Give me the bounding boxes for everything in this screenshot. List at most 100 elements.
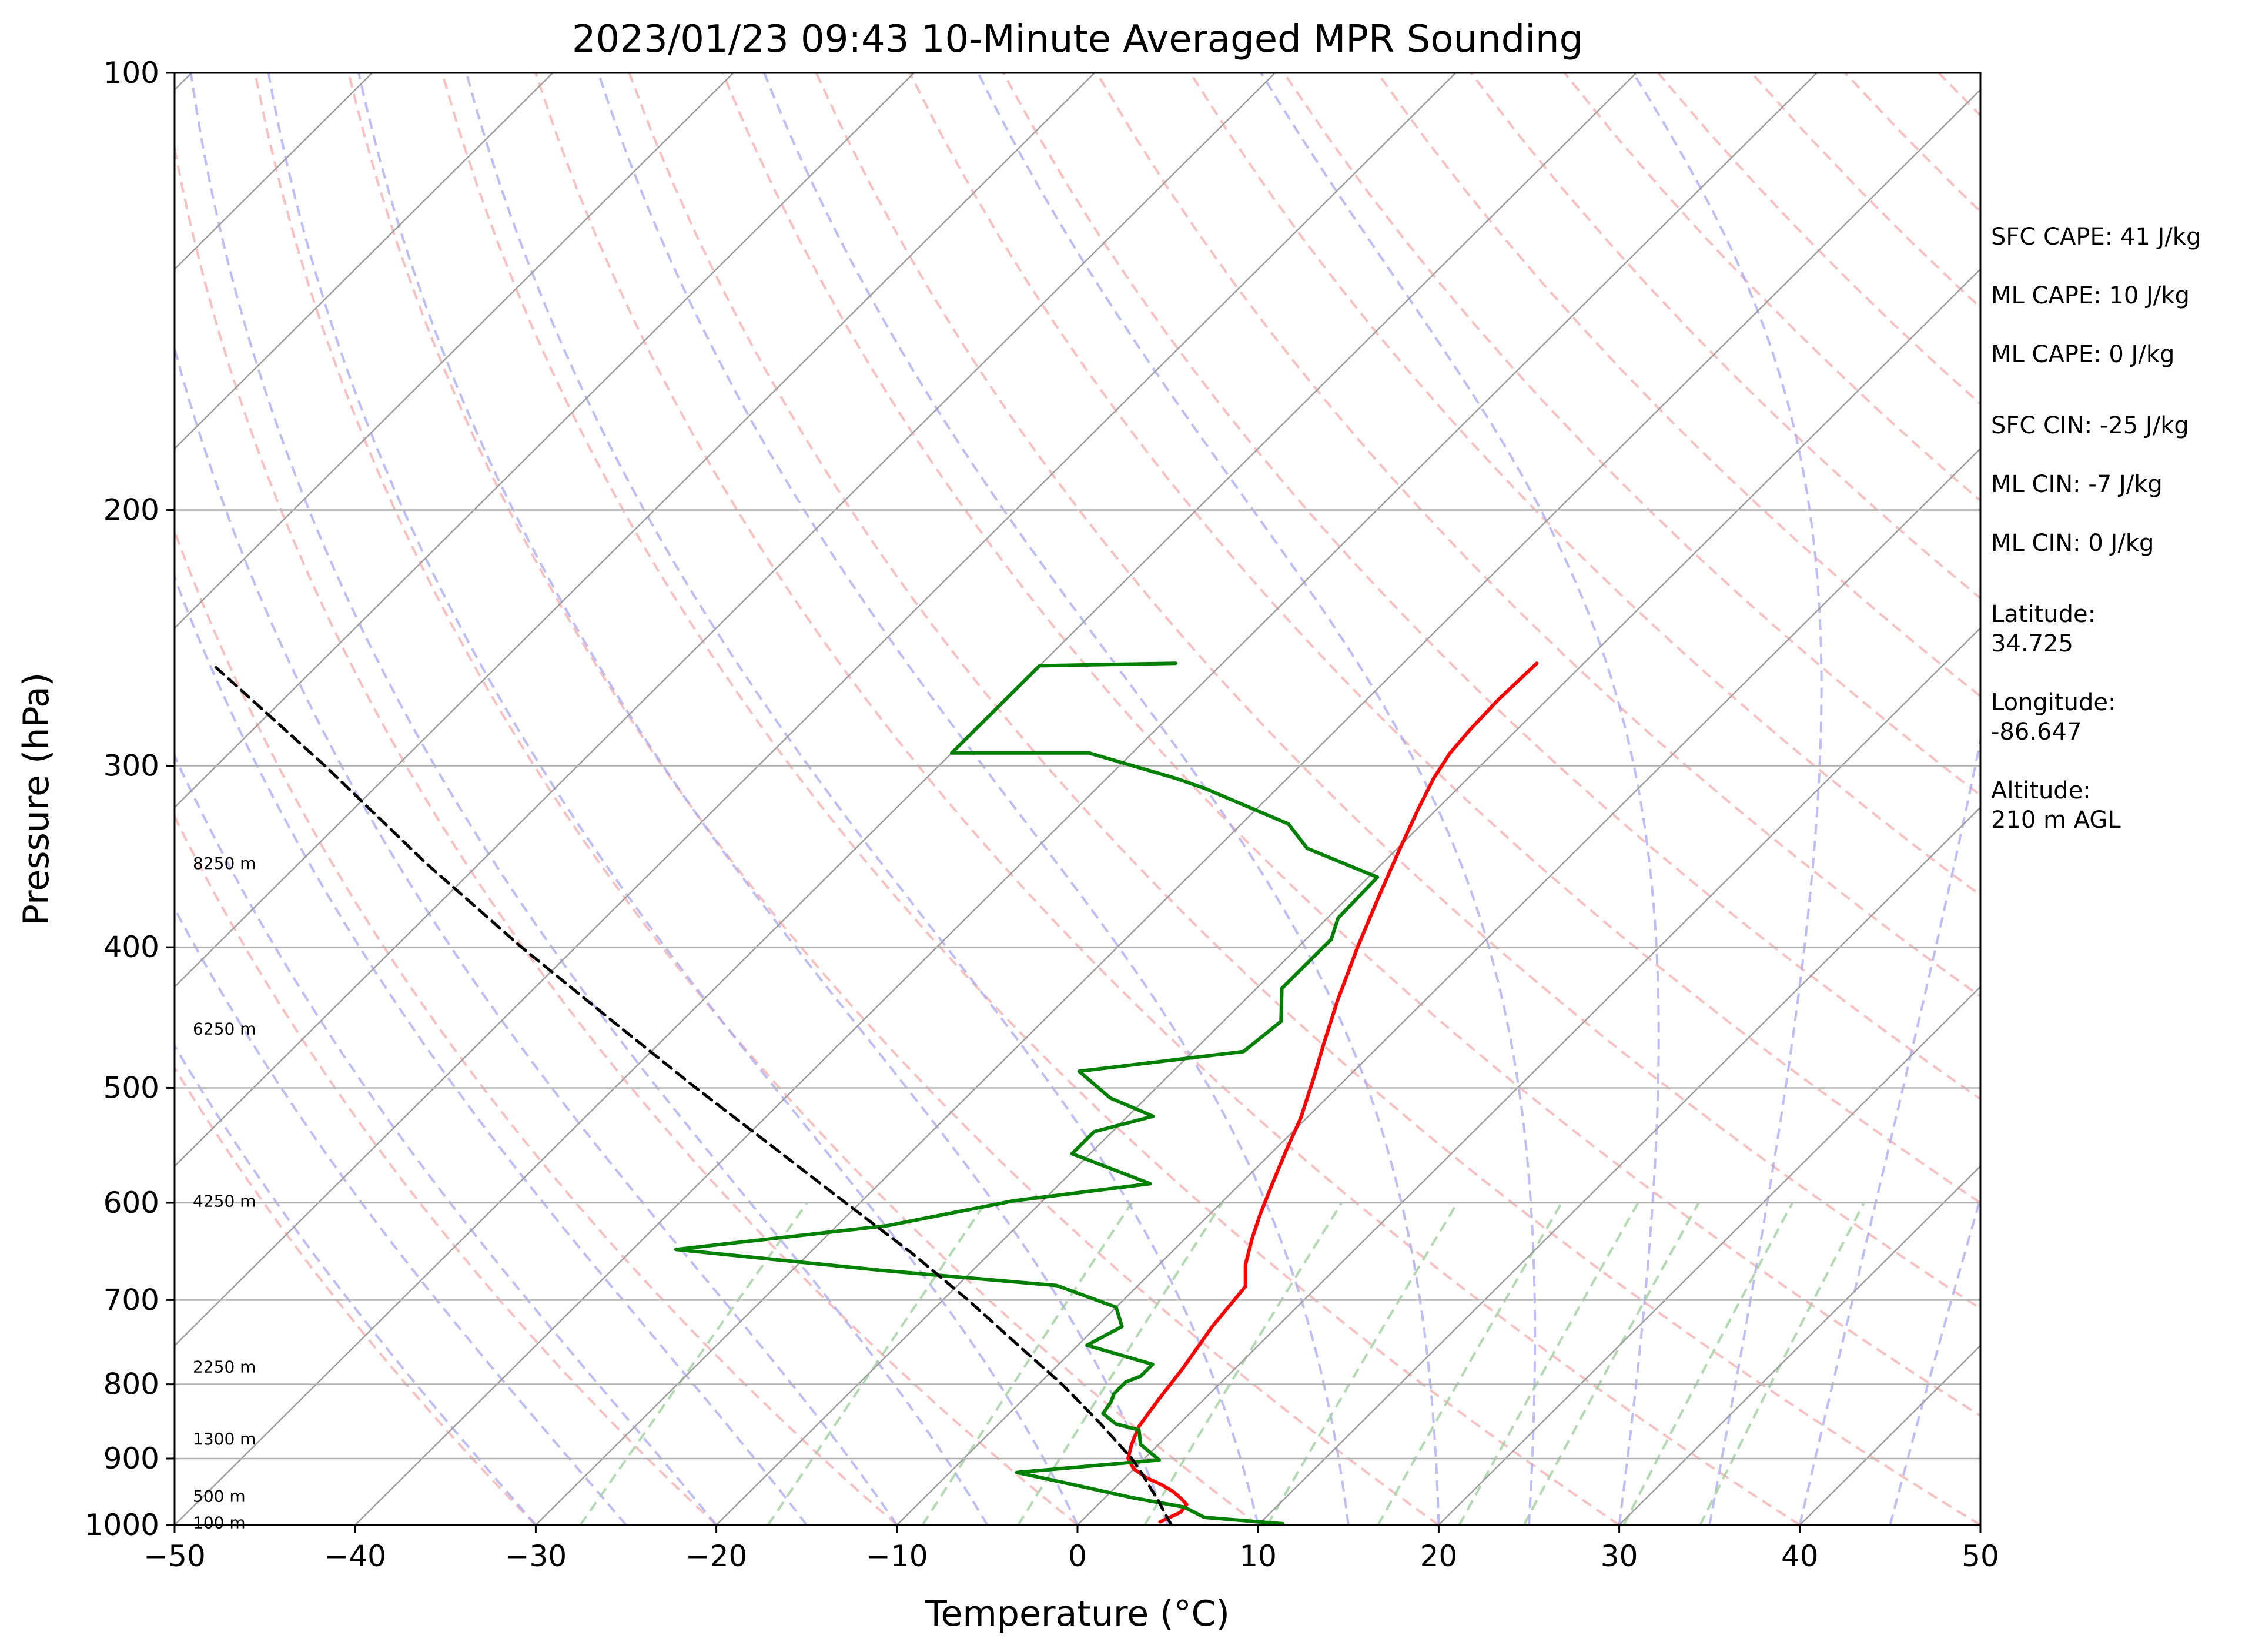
moist-adiabat	[977, 73, 1537, 1525]
y-tick-label: 500	[103, 1071, 159, 1105]
ml-cape-text-2: ML CAPE: 0 J/kg	[1991, 341, 2174, 368]
y-tick-label: 1000	[85, 1508, 159, 1542]
moist-adiabat	[175, 1044, 537, 1525]
sfc-cin-text: SFC CIN: -25 J/kg	[1991, 412, 2189, 439]
height-label: 1300 m	[193, 1429, 256, 1449]
sounding-series	[210, 661, 1539, 1525]
isotherm	[354, 73, 1818, 1525]
isobar-gridlines	[175, 73, 1980, 1525]
latitude-label: Latitude:	[1991, 601, 2096, 628]
y-tick-label: 400	[103, 930, 159, 964]
latitude-value: 34.725	[1991, 630, 2073, 657]
x-tick-label: 50	[1962, 1539, 1999, 1573]
x-tick-label: 40	[1781, 1539, 1819, 1573]
x-tick-label: 20	[1420, 1539, 1458, 1573]
height-label: 6250 m	[193, 1019, 256, 1038]
isotherm	[175, 73, 734, 629]
ml-cin-text-2: ML CIN: 0 J/kg	[1991, 530, 2154, 557]
mixing-ratio-line	[921, 1202, 1133, 1525]
isotherm	[175, 73, 1637, 1525]
dry-adiabat	[347, 73, 1440, 1525]
isotherm	[1438, 985, 1980, 1525]
dry-adiabat	[175, 814, 717, 1525]
dry-adiabat	[175, 142, 1079, 1525]
dry-adiabat	[253, 73, 1259, 1525]
y-tick-label: 700	[103, 1283, 159, 1317]
moist-adiabat	[175, 753, 718, 1525]
moist-adiabat	[1798, 734, 1980, 1525]
height-label: 100 m	[193, 1513, 246, 1533]
dry-adiabat	[1189, 73, 1980, 897]
isotherm	[175, 73, 1095, 988]
x-tick-label: 0	[1068, 1539, 1087, 1573]
y-axis-label: Pressure (hPa)	[16, 673, 57, 925]
y-tick-label: 300	[103, 748, 159, 782]
sfc-cape-text: SFC CAPE: 41 J/kg	[1991, 223, 2201, 250]
altitude-value: 210 m AGL	[1991, 807, 2121, 834]
isotherm	[1077, 627, 1980, 1525]
moist-adiabat	[175, 574, 808, 1525]
ml-cape-text: ML CAPE: 10 J/kg	[1991, 282, 2190, 309]
parcel-path-line	[210, 661, 1173, 1525]
x-tick-label: −30	[505, 1539, 567, 1573]
altitude-label: Altitude:	[1991, 777, 2091, 804]
chart-title: 2023/01/23 09:43 10-Minute Averaged MPR …	[572, 18, 1583, 61]
isotherm	[535, 88, 1980, 1525]
mixing-ratio-line	[767, 1202, 987, 1525]
isotherm	[1257, 806, 1980, 1525]
isotherm	[175, 73, 915, 809]
x-tick-label: 10	[1239, 1539, 1277, 1573]
dry-adiabat	[815, 73, 1980, 1310]
isotherm	[896, 447, 1980, 1525]
dry-adiabat	[1002, 73, 1980, 1101]
y-tick-label: 100	[103, 56, 159, 90]
mixing-ratio-line	[1143, 1202, 1343, 1525]
y-tick-label: 800	[103, 1367, 159, 1402]
ml-cin-text: ML CIN: -7 J/kg	[1991, 471, 2163, 498]
isotherm	[1618, 1165, 1980, 1525]
dry-adiabat	[534, 73, 1801, 1525]
isotherm	[175, 73, 1457, 1347]
background-lines	[175, 73, 1980, 1525]
dry-adiabat	[1283, 73, 1980, 797]
moist-adiabat	[763, 73, 1440, 1525]
moist-adiabat	[175, 344, 898, 1525]
isotherm	[175, 73, 1276, 1168]
y-tick-label: 600	[103, 1186, 159, 1220]
x-tick-label: −40	[324, 1539, 386, 1573]
isotherm	[175, 73, 554, 450]
height-label: 2250 m	[193, 1357, 256, 1377]
moist-adiabat	[1260, 73, 1660, 1525]
dry-adiabat	[721, 73, 1980, 1417]
x-tick-label: −50	[143, 1539, 206, 1573]
dry-adiabat	[1376, 73, 1980, 698]
moist-adiabat	[597, 73, 1350, 1525]
longitude-value: -86.647	[1991, 718, 2082, 745]
x-tick-label: 30	[1601, 1539, 1638, 1573]
moist-adiabat	[357, 73, 1169, 1525]
moist-adiabat	[267, 73, 1079, 1525]
temperature-line	[1126, 661, 1539, 1524]
y-tick-label: 900	[103, 1442, 159, 1476]
height-label: 4250 m	[193, 1191, 256, 1210]
dry-adiabat	[628, 73, 1980, 1525]
mixing-ratio-line	[1017, 1202, 1223, 1525]
moist-adiabat	[1632, 73, 1823, 1525]
x-axis-label: Temperature (°C)	[925, 1593, 1230, 1634]
dry-adiabat	[441, 73, 1620, 1525]
dry-adiabat	[1096, 73, 1980, 998]
y-axis-ticks: 100 200 300 400 500 600 700 800 900 1000	[85, 56, 175, 1542]
moist-adiabat	[175, 906, 627, 1525]
height-label: 500 m	[193, 1487, 246, 1506]
x-tick-label: −20	[685, 1539, 748, 1573]
height-label: 8250 m	[193, 854, 256, 873]
isotherm	[715, 268, 1980, 1525]
dry-adiabat	[175, 527, 898, 1525]
side-info-panel: SFC CAPE: 41 J/kg ML CAPE: 10 J/kg ML CA…	[1991, 223, 2201, 834]
moist-adiabat	[465, 73, 1260, 1525]
x-tick-label: −10	[866, 1539, 928, 1573]
moist-adiabat	[189, 73, 989, 1525]
moist-adiabat	[1889, 1194, 1980, 1525]
